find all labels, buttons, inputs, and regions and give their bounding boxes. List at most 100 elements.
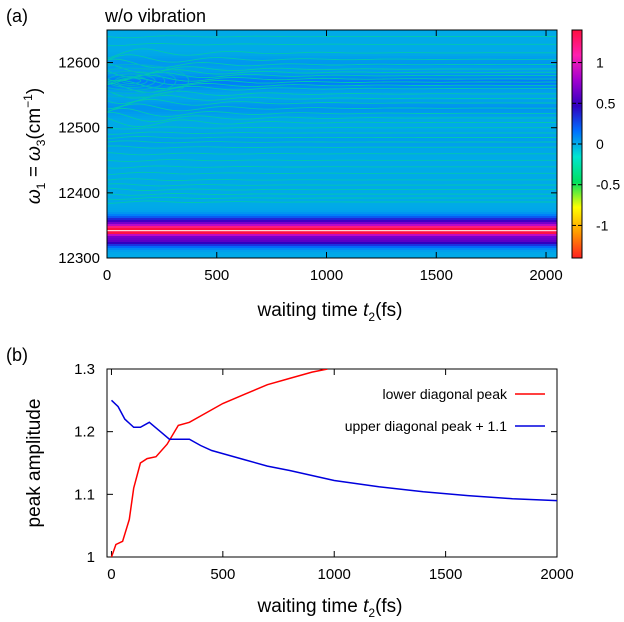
heatmap-cell xyxy=(107,250,557,253)
heatmap-cell xyxy=(107,66,557,69)
b-x-ticks: 0 500 1000 1500 2000 xyxy=(107,369,574,583)
a-y-tick-label: 12500 xyxy=(58,120,100,137)
heatmap-cell xyxy=(107,72,557,75)
heatmap-cell xyxy=(107,160,557,163)
heatmap-cell xyxy=(107,238,557,241)
heatmap-cell xyxy=(107,82,557,85)
heatmap-cell xyxy=(107,148,557,151)
contour-ring xyxy=(121,77,142,84)
heatmap-cell xyxy=(107,242,557,245)
heatmap-cell xyxy=(107,158,557,161)
colorbar-tick-label: -0.5 xyxy=(596,177,620,193)
contour-line xyxy=(107,183,557,187)
heatmap-cell xyxy=(107,38,557,41)
colorbar-tick-label: 0.5 xyxy=(596,95,616,111)
heatmap-cell xyxy=(107,40,557,43)
heatmap-cell xyxy=(107,108,557,111)
contour-ring xyxy=(107,70,166,91)
contour-line xyxy=(107,62,557,74)
heatmap-cell xyxy=(107,122,557,125)
b-x-axis-label: waiting time t2(fs) xyxy=(256,596,402,620)
heatmap-cell xyxy=(107,180,557,183)
a-y-ticks: 12300 12400 12500 12600 xyxy=(58,55,557,267)
contour-line xyxy=(107,196,557,200)
heatmap-cell xyxy=(107,100,557,103)
heatmap-cell xyxy=(107,42,557,45)
contour-line xyxy=(107,98,557,110)
heatmap-cell xyxy=(107,116,557,119)
contour-lines xyxy=(107,35,557,232)
heatmap-cell xyxy=(107,234,557,237)
colorbar-tick-label: -1 xyxy=(596,217,609,233)
heatmap-cell xyxy=(107,98,557,101)
heatmap-cell xyxy=(107,248,557,251)
contour-line xyxy=(107,103,557,113)
heatmap-cell xyxy=(107,30,557,33)
heatmap-cell xyxy=(107,150,557,153)
heatmap-cell xyxy=(107,102,557,105)
heatmap-cell xyxy=(107,114,557,117)
colorbar-tick-label: 1 xyxy=(596,55,604,71)
contour-line xyxy=(107,187,557,191)
heatmap-cell xyxy=(107,236,557,239)
a-x-axis-label: waiting time t2(fs) xyxy=(256,300,402,324)
series-line-lower-diagonal xyxy=(110,369,328,557)
contour-line xyxy=(107,126,557,130)
a-x-tick-label: 2000 xyxy=(529,267,562,284)
a-y-tick-label: 12400 xyxy=(58,185,100,202)
heatmap-cell xyxy=(107,190,557,193)
heatmap-cell xyxy=(107,60,557,63)
heatmap-cell xyxy=(107,194,557,197)
heatmap-cell xyxy=(107,178,557,181)
panel-a-label: (a) xyxy=(6,6,28,26)
heatmap-cell xyxy=(107,94,557,97)
heatmap-cell xyxy=(107,166,557,169)
b-series-lines xyxy=(110,369,557,557)
legend: lower diagonal peak upper diagonal peak … xyxy=(345,386,545,434)
heatmap-cell xyxy=(107,152,557,155)
heatmap-cell xyxy=(107,118,557,121)
heatmap-cell xyxy=(107,128,557,131)
legend-label-upper: upper diagonal peak + 1.1 xyxy=(345,418,508,434)
panel-a: (a) w/o vibration 0 500 1000 1500 2000 12300… xyxy=(6,6,620,324)
heatmap-cell xyxy=(107,168,557,171)
heatmap-cell xyxy=(107,224,557,227)
a-y-tick-label: 12600 xyxy=(58,55,100,72)
heatmap-cell xyxy=(107,48,557,51)
heatmap-cell xyxy=(107,162,557,165)
heatmap-cell xyxy=(107,86,557,89)
contour-line xyxy=(107,193,557,196)
heatmap-cell xyxy=(107,174,557,177)
heatmap-cell xyxy=(107,196,557,199)
contour-line xyxy=(107,136,557,140)
heatmap-cell xyxy=(107,134,557,137)
heatmap-cell xyxy=(107,44,557,47)
heatmap-cell xyxy=(107,80,557,83)
contour-line xyxy=(107,74,557,86)
b-y-tick-label: 1.3 xyxy=(74,361,95,378)
heatmap-cell xyxy=(107,240,557,243)
b-x-tick-label: 1000 xyxy=(318,566,351,583)
heatmap-cell xyxy=(107,226,557,229)
heatmap-cell xyxy=(107,220,557,223)
panel-b: (b) 0 500 1000 1500 2000 1 1.1 1.2 1.3 lower di… xyxy=(6,345,574,620)
heatmap-cell xyxy=(107,228,557,231)
heatmap-cell xyxy=(107,92,557,95)
heatmap-cell xyxy=(107,198,557,201)
heatmap-cell xyxy=(107,56,557,59)
heatmap-cell xyxy=(107,210,557,213)
heatmap-frame xyxy=(106,29,558,259)
heatmap-cell xyxy=(107,214,557,217)
a-y-axis-label: ω1 = ω3(cm−1) xyxy=(21,88,48,204)
heatmap-cell xyxy=(107,142,557,145)
legend-label-lower: lower diagonal peak xyxy=(382,386,508,402)
heatmap-cell xyxy=(107,50,557,53)
heatmap-cell xyxy=(107,34,557,37)
heatmap-cell xyxy=(107,106,557,109)
heatmap-cell xyxy=(107,76,557,79)
heatmap-cell xyxy=(107,52,557,55)
contour-line xyxy=(107,111,557,122)
heatmap-cell xyxy=(107,124,557,127)
heatmap-cell xyxy=(107,246,557,249)
heatmap-cell xyxy=(107,70,557,73)
